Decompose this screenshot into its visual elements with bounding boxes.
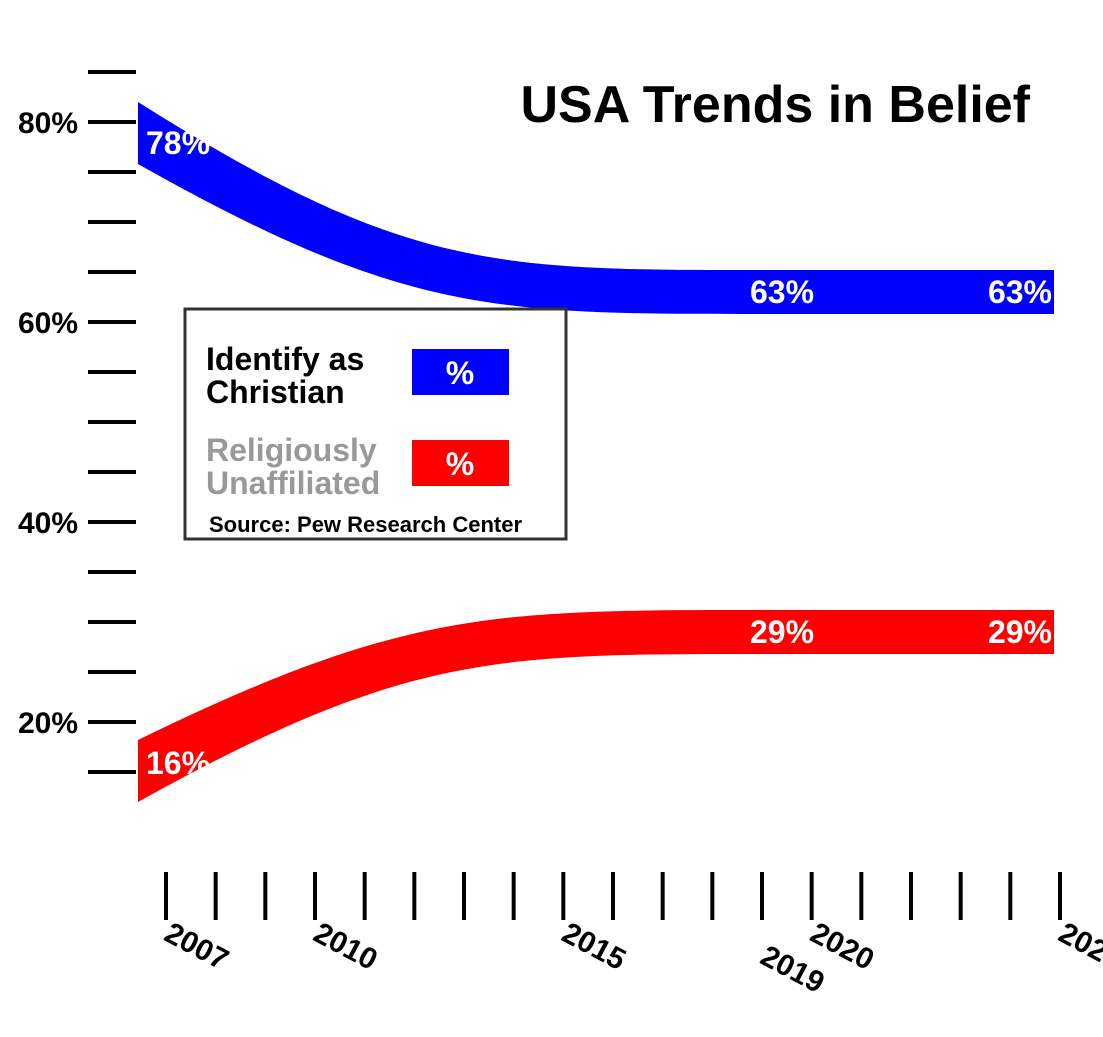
legend-swatch — [412, 349, 509, 395]
series-band — [138, 610, 1054, 802]
y-tick-label: 20% — [18, 707, 78, 740]
y-axis: 80% 60% 40% 20% — [18, 70, 136, 774]
series-layer — [138, 102, 1054, 802]
series-band — [138, 102, 1054, 314]
legend-entries: Identify as Christian% Religiously Unaffili… — [206, 341, 509, 501]
chart-title: USA Trends in Belief — [520, 76, 1030, 134]
y-tick-label: 40% — [18, 507, 78, 540]
data-label: 16% — [146, 745, 210, 781]
legend-label: Identify as Christian — [206, 341, 364, 410]
x-tick-label: 2007 — [159, 916, 233, 976]
data-label: 29% — [988, 614, 1052, 650]
legend: Identify as Christian% Religiously Unaffili… — [183, 307, 568, 541]
legend-swatch — [412, 440, 509, 486]
legend-swatch-text: % — [446, 446, 474, 482]
x-tick-label: 2015 — [557, 916, 631, 976]
x-tick-label: 2010 — [308, 916, 382, 976]
legend-source: Source: Pew Research Center — [209, 512, 522, 537]
data-label: 29% — [750, 614, 814, 650]
data-labels: 78% 63% 63% 16% 29% 29% — [146, 125, 1052, 781]
y-tick-label: 60% — [18, 307, 78, 340]
legend-box — [183, 307, 568, 541]
legend-label: Religiously Unaffiliated — [206, 432, 380, 501]
legend-swatch-text: % — [446, 355, 474, 391]
data-label: 63% — [988, 274, 1052, 310]
data-label: 63% — [750, 274, 814, 310]
data-label: 78% — [146, 125, 210, 161]
x-tick-label: 2025 — [1053, 916, 1103, 976]
y-tick-label: 80% — [18, 107, 78, 140]
